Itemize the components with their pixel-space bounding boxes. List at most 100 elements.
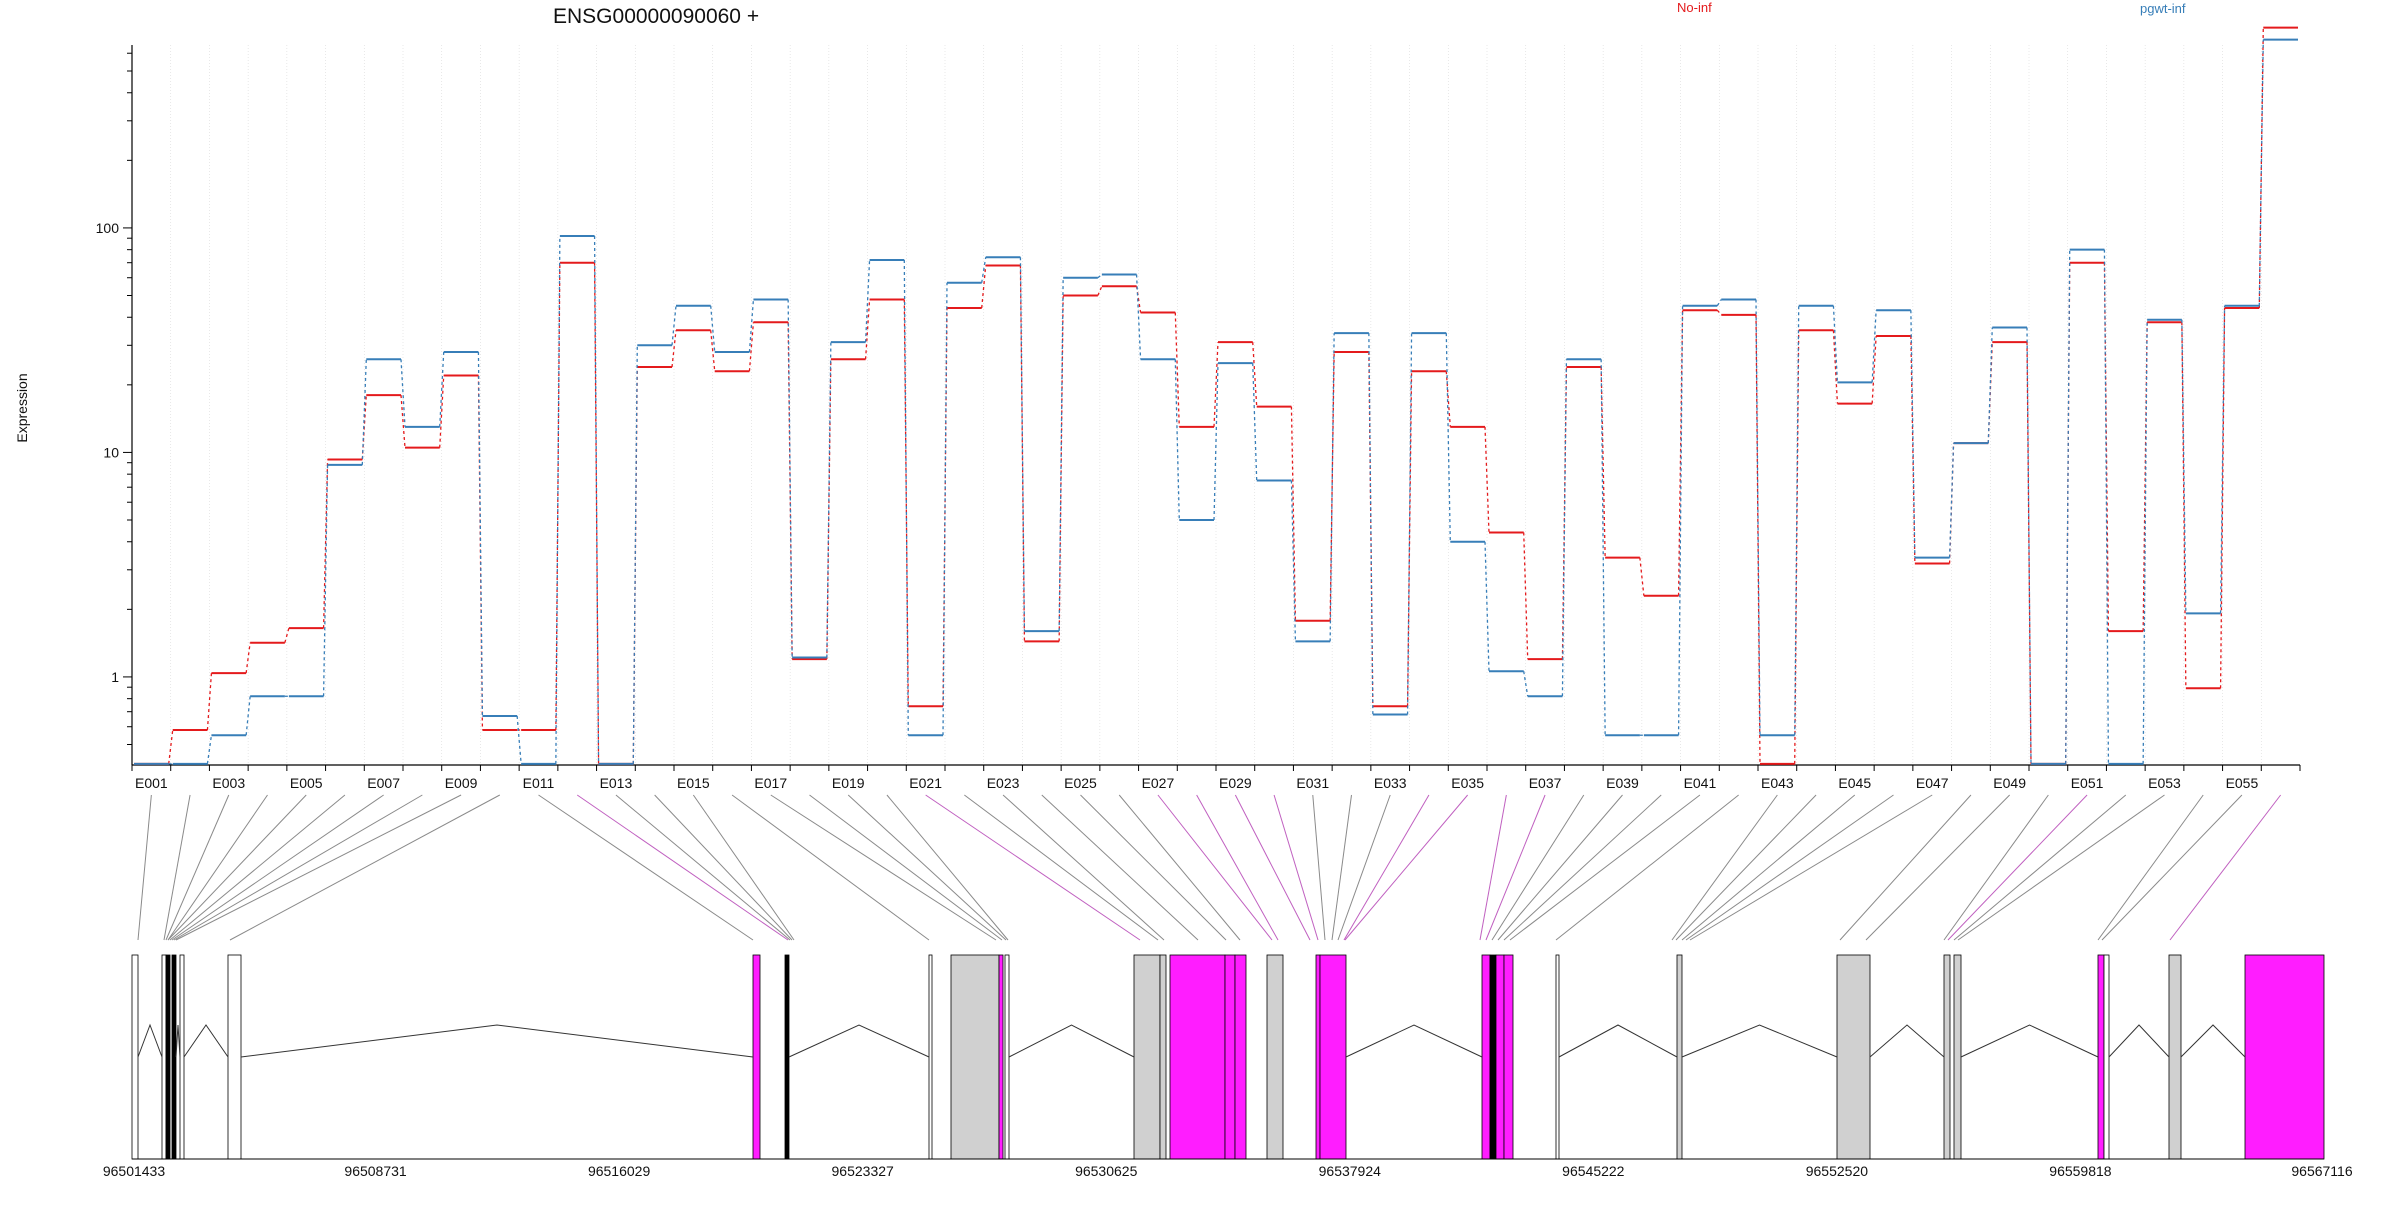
exon-transition	[2065, 249, 2071, 764]
axes: 1 10 100	[96, 45, 2301, 771]
exon-block	[1266, 954, 1284, 1160]
exon-transition	[1832, 330, 1839, 404]
exon-transition	[1987, 327, 1993, 444]
exon-connector	[1555, 794, 1739, 941]
exon-block	[1555, 954, 1560, 1160]
exon-connector	[2097, 794, 2204, 941]
exon-block	[1489, 954, 1497, 1160]
x-tick-label: E017	[754, 775, 787, 791]
exon-transition	[1252, 342, 1258, 407]
genomic-coordinate-axis: 96501433 96508731 96516029 96523327 96530625…	[103, 1158, 2353, 1179]
exon-block	[1133, 954, 1161, 1160]
exon-transition	[1406, 371, 1413, 707]
intron-line	[2180, 1024, 2246, 1058]
exon-connector	[167, 794, 307, 941]
intron-line	[137, 1023, 163, 1058]
exon-connector	[1491, 794, 1585, 941]
exon-connector	[173, 794, 423, 941]
exon-transition	[1097, 285, 1103, 296]
exon-transition	[748, 299, 755, 353]
exon-transition	[206, 735, 213, 764]
exon-transition	[516, 715, 522, 764]
exon-connector	[1509, 794, 1701, 941]
exon-connector	[538, 794, 754, 941]
exon-transition	[1600, 359, 1606, 736]
genomic-tick-label: 96567116	[2291, 1163, 2352, 1179]
y-tick-label: 100	[96, 220, 120, 236]
x-tick-label: E039	[1606, 775, 1639, 791]
legend-no-inf: No-inf	[1677, 0, 1712, 15]
x-tick-label: E037	[1529, 775, 1562, 791]
x-tick-label: E049	[1993, 775, 2026, 791]
exon-transition	[1794, 305, 1800, 736]
exon-connector	[809, 794, 1003, 941]
exon-connector	[169, 794, 346, 941]
exon-connector	[1689, 794, 1933, 941]
series-lines	[134, 26, 2298, 765]
exon-block	[1315, 954, 1321, 1160]
exon-transition	[981, 265, 987, 309]
x-tick-label: E051	[2071, 775, 2104, 791]
x-tick-label: E027	[1142, 775, 1175, 791]
exon-transition	[2026, 342, 2032, 764]
exon-connector	[1234, 794, 1311, 941]
exon-transition	[1290, 480, 1297, 642]
series-pgwt-inf	[134, 38, 2298, 765]
exon-transition	[2103, 249, 2110, 764]
exon-block	[1953, 954, 1962, 1160]
exon-block	[1481, 954, 1491, 1160]
exon-transition	[864, 259, 871, 343]
x-tick-label: E021	[909, 775, 942, 791]
genomic-tick-label: 96508731	[344, 1163, 407, 1179]
exon-transition	[1135, 274, 1142, 360]
x-tick-label: E019	[832, 775, 865, 791]
exon-block	[752, 954, 761, 1160]
exon-transition	[2142, 319, 2148, 764]
exon-block	[1234, 954, 1247, 1160]
exon-connector	[163, 794, 191, 941]
exon-transition	[981, 257, 987, 283]
exon-transition	[1871, 310, 1877, 383]
exon-connector	[692, 794, 795, 941]
exon-connector	[770, 794, 997, 941]
exon-transition	[1213, 363, 1219, 521]
exon-transition	[1871, 335, 1877, 404]
exon-transition	[1716, 299, 1722, 307]
exon-transition	[284, 627, 290, 643]
exon-block	[179, 954, 185, 1160]
exon-transition	[2026, 327, 2032, 764]
genomic-tick-label: 96523327	[832, 1163, 895, 1179]
exon-connector	[229, 794, 501, 941]
exon-transition	[1948, 443, 1955, 558]
x-tick-label: E045	[1838, 775, 1871, 791]
exon-connector	[1312, 794, 1326, 941]
x-tick-label: E047	[1916, 775, 1949, 791]
exon-block	[1503, 954, 1514, 1160]
exon-connector	[1957, 794, 2165, 941]
exon-transition	[245, 696, 251, 736]
exon-block	[131, 954, 139, 1160]
exon-connector	[1344, 794, 1469, 941]
exon-block	[161, 954, 167, 1160]
x-tick-label: E009	[445, 775, 478, 791]
genomic-tick-label: 96501433	[103, 1163, 166, 1179]
exon-connector	[731, 794, 930, 941]
exon-transition	[1058, 277, 1064, 632]
intron-line	[183, 1024, 229, 1058]
exon-transition	[903, 299, 909, 707]
exon-block	[1836, 954, 1871, 1160]
intron-line	[1869, 1024, 1945, 1058]
exon-connector	[1157, 794, 1273, 941]
exon-block	[950, 954, 1000, 1160]
exon-transition	[1174, 359, 1180, 521]
x-tick-label: E029	[1219, 775, 1252, 791]
exon-transition	[1561, 359, 1568, 697]
exon-transition	[1213, 342, 1219, 427]
exon-gridlines	[170, 45, 2262, 765]
intron-line	[2108, 1024, 2170, 1058]
exon-connector	[847, 794, 1007, 941]
x-tick-label: E035	[1451, 775, 1484, 791]
exon-transition	[477, 352, 484, 716]
exon-transition	[1445, 333, 1451, 542]
